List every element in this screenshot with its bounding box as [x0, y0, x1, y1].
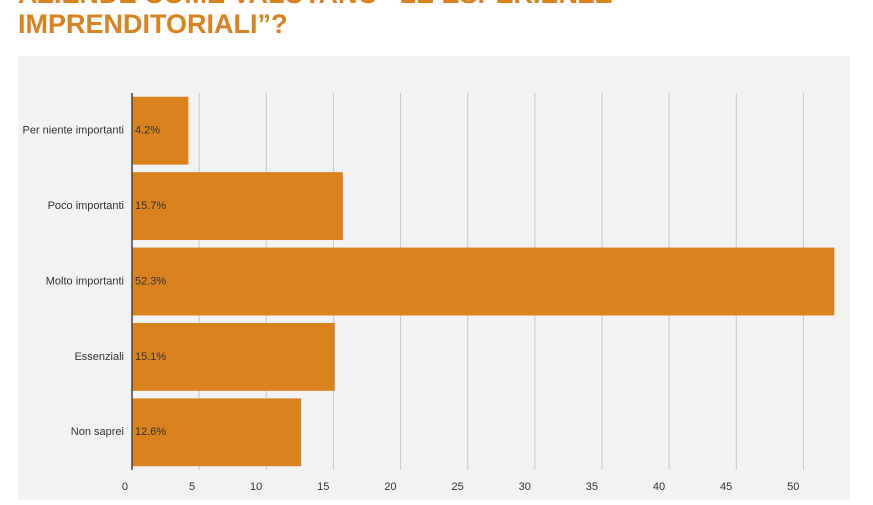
x-tick-label: 45: [720, 481, 732, 493]
bar: [132, 247, 835, 316]
x-tick-label: 15: [317, 481, 329, 493]
x-tick-label: 35: [586, 481, 598, 493]
y-tick-label: Per niente importanti: [23, 125, 125, 137]
chart-title: IMPRENDITORIALI”?: [18, 9, 288, 39]
data-label: 4.2%: [135, 125, 160, 137]
x-tick-label: 10: [250, 481, 262, 493]
x-tick-label: 20: [384, 481, 396, 493]
y-tick-label: Essenziali: [74, 351, 124, 363]
y-tick-label: Poco importanti: [48, 200, 124, 212]
x-tick-label: 5: [189, 481, 195, 493]
data-label: 12.6%: [135, 426, 166, 438]
y-tick-label: Molto importanti: [46, 275, 124, 287]
x-tick-label: 0: [122, 481, 128, 493]
y-tick-label: Non saprei: [71, 426, 124, 438]
x-tick-label: 30: [519, 481, 531, 493]
bar: [132, 96, 189, 165]
data-label: 15.7%: [135, 200, 166, 212]
data-label: 15.1%: [135, 351, 166, 363]
x-tick-label: 40: [653, 481, 665, 493]
bar: [132, 398, 302, 467]
chart-title: AZIENDE COME VALUTANO “LE ESPERIENZE: [18, 0, 613, 9]
bar: [132, 322, 335, 391]
x-tick-label: 50: [787, 481, 799, 493]
bar: [132, 172, 343, 241]
data-label: 52.3%: [135, 275, 166, 287]
x-tick-label: 25: [451, 481, 463, 493]
